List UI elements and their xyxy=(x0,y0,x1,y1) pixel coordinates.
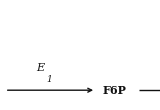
Text: F6P: F6P xyxy=(102,85,126,96)
Text: 1: 1 xyxy=(46,75,52,84)
Text: E: E xyxy=(36,63,44,73)
